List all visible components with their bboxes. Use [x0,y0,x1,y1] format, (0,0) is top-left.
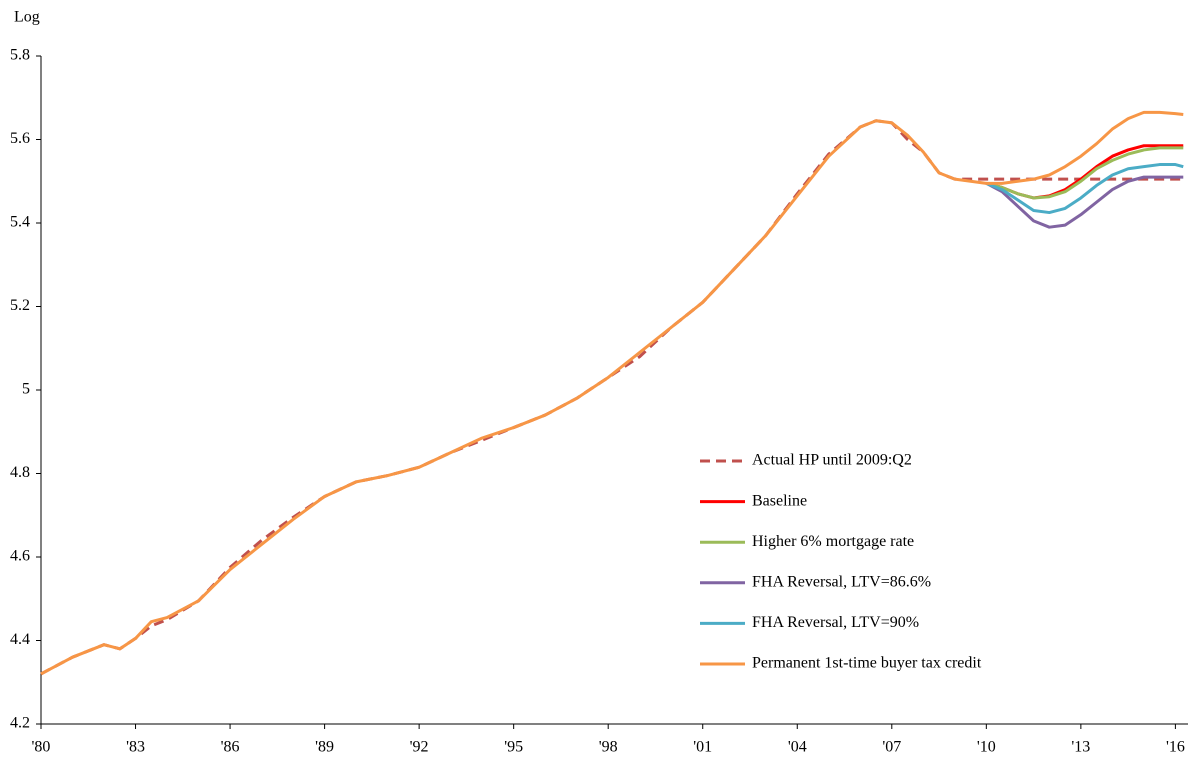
legend-label: Higher 6% mortgage rate [752,533,914,550]
legend-label: FHA Reversal, LTV=90% [752,614,919,631]
y-tick-label: 4.2 [10,715,30,732]
x-tick-label: '98 [599,739,618,756]
y-tick-label: 5 [22,381,30,398]
y-tick-label: 5.2 [10,297,30,314]
y-tick-label: 5.6 [10,130,30,147]
y-tick-label: 4.8 [10,464,30,481]
x-tick-label: '13 [1071,739,1090,756]
legend-label: FHA Reversal, LTV=86.6% [752,573,931,590]
legend-label: Actual HP until 2009:Q2 [752,452,912,469]
x-tick-label: '01 [693,739,712,756]
y-tick-label: 5.4 [10,214,30,231]
y-axis-label: Log [14,9,40,26]
x-tick-label: '89 [315,739,334,756]
x-tick-label: '16 [1166,739,1185,756]
x-tick-label: '04 [788,739,807,756]
x-tick-label: '95 [504,739,523,756]
y-tick-label: 4.4 [10,631,30,648]
y-tick-label: 5.8 [10,47,30,64]
x-tick-label: '10 [977,739,996,756]
legend-label: Permanent 1st-time buyer tax credit [752,655,982,672]
x-tick-label: '92 [410,739,429,756]
x-tick-label: '86 [221,739,240,756]
legend-label: Baseline [752,492,807,509]
x-tick-label: '83 [126,739,145,756]
series-line [985,163,1184,215]
y-tick-label: 4.6 [10,548,30,565]
x-tick-label: '80 [32,739,51,756]
series-line [40,110,1184,676]
series-line [985,146,1184,200]
series-line [40,119,1184,676]
x-tick-label: '07 [882,739,901,756]
series-line [985,175,1184,229]
